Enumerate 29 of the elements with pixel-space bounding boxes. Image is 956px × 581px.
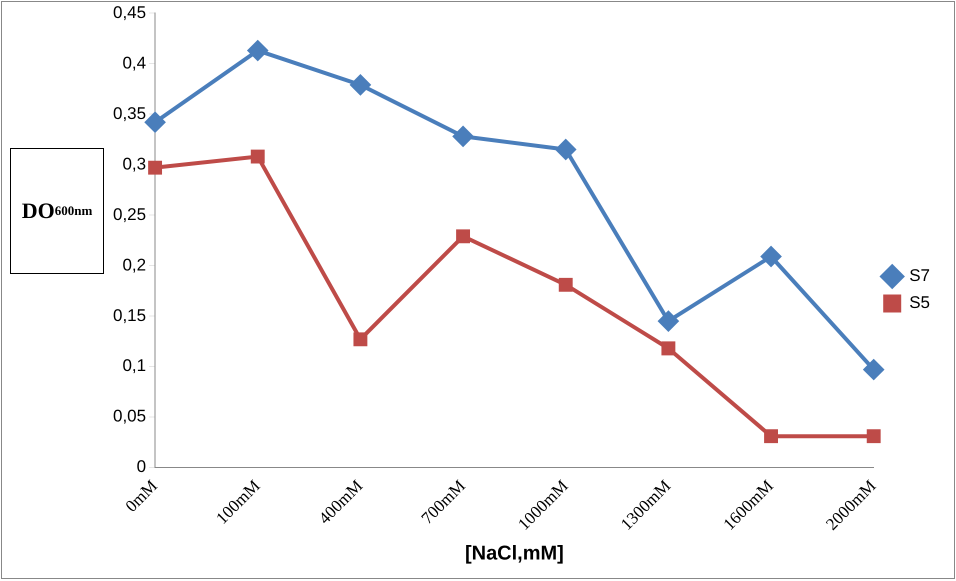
y-tick-label: 0,1 xyxy=(122,356,146,376)
point xyxy=(456,229,470,244)
point xyxy=(145,112,166,132)
y-tick-label: 0,3 xyxy=(122,154,146,174)
point xyxy=(558,278,573,292)
point xyxy=(658,311,678,332)
y-tick-label: 0,05 xyxy=(112,406,146,426)
y-tick-label: 0,2 xyxy=(122,255,146,274)
point xyxy=(661,341,676,356)
point xyxy=(453,126,474,146)
y-tick-label: 0,35 xyxy=(112,104,146,123)
point xyxy=(556,139,576,160)
point xyxy=(764,429,778,444)
point xyxy=(350,74,370,95)
point xyxy=(248,40,268,61)
y-tick-label: 0,45 xyxy=(112,2,146,22)
point xyxy=(761,246,782,266)
y-tick-label: 0 xyxy=(136,457,146,476)
point xyxy=(250,150,265,164)
point xyxy=(864,360,884,380)
point xyxy=(148,160,162,175)
y-tick-label: 0,25 xyxy=(112,204,146,224)
legend-label: S7 xyxy=(909,266,930,286)
y-tick-label: 0,15 xyxy=(112,306,146,325)
point xyxy=(866,429,881,444)
legend-label: S5 xyxy=(909,293,930,312)
y-tick-label: 0,4 xyxy=(122,53,146,72)
point xyxy=(353,332,368,346)
x-axis-title: [NaCl,mM] xyxy=(464,542,564,565)
